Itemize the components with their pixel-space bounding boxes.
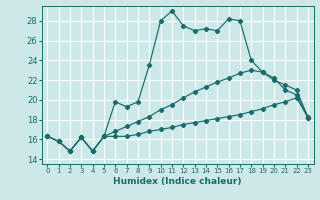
X-axis label: Humidex (Indice chaleur): Humidex (Indice chaleur)	[113, 177, 242, 186]
